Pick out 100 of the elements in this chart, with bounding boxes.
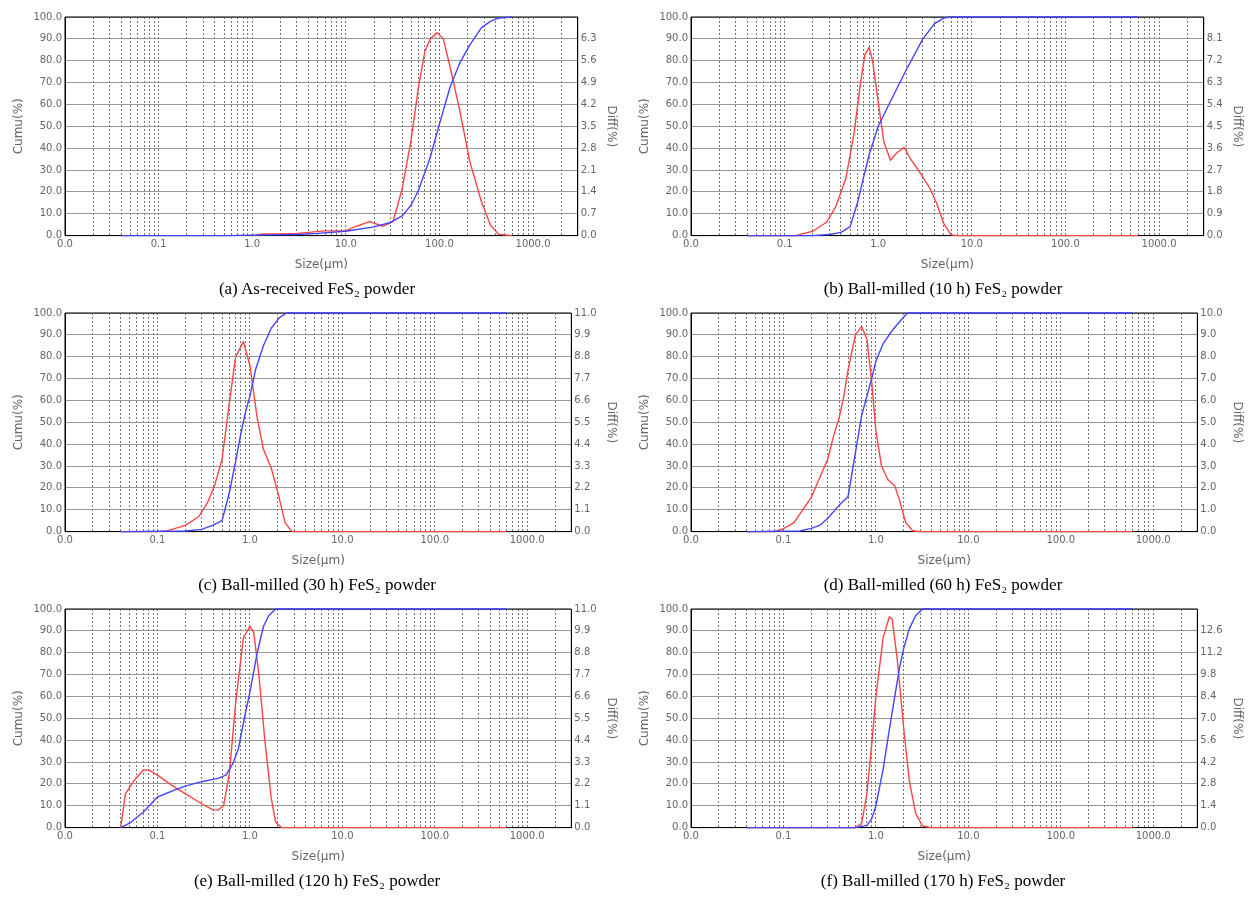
y2-tick-label: 1.4 <box>580 185 597 197</box>
x-tick-label: 0.0 <box>57 534 73 546</box>
y-tick-label: 60.0 <box>39 98 63 110</box>
y2-axis-title: Diff(%) <box>604 401 619 444</box>
y-tick-label: 0.0 <box>46 525 63 537</box>
y2-tick-label: 6.0 <box>1200 394 1217 406</box>
x-tick-label: 1.0 <box>244 238 261 250</box>
y-tick-label: 80.0 <box>39 350 63 362</box>
text: (d) Ball-milled (60 h) FeS₂ powder <box>823 574 1063 596</box>
y-tick-label: 20.0 <box>665 185 689 197</box>
x-tick-label: 1.0 <box>241 534 258 546</box>
y2-tick-label: 1.0 <box>1200 503 1217 515</box>
x-tick-label: 10.0 <box>334 238 357 250</box>
x-tick-label: 0.1 <box>149 830 166 842</box>
y2-tick-label: 0.0 <box>1206 229 1223 241</box>
y2-tick-label: 9.9 <box>574 328 591 340</box>
y-tick-label: 10.0 <box>665 207 689 219</box>
x-tick-label: 0.1 <box>149 534 166 546</box>
y2-tick-label: 8.1 <box>1206 32 1223 44</box>
x-tick-label: 0.0 <box>683 534 699 546</box>
y2-axis-title: Diff(%) <box>604 697 619 740</box>
x-tick-label: 1.0 <box>241 830 258 842</box>
y-tick-label: 10.0 <box>665 799 689 811</box>
y-tick-label: 90.0 <box>665 32 689 44</box>
y-tick-label: 60.0 <box>39 690 63 702</box>
y-tick-label: 40.0 <box>39 437 63 449</box>
y2-tick-label: 1.8 <box>1206 185 1223 197</box>
y2-tick-label: 4.4 <box>574 733 591 745</box>
x-tick-label: 1000.0 <box>509 534 545 546</box>
y-tick-label: 70.0 <box>39 76 63 88</box>
x-tick-label: 1.0 <box>867 534 884 546</box>
y-tick-label: 10.0 <box>665 503 689 515</box>
y-tick-label: 0.0 <box>672 229 689 241</box>
y-tick-label: 50.0 <box>39 415 63 427</box>
y-tick-label: 70.0 <box>39 372 63 384</box>
x-tick-label: 0.0 <box>57 830 73 842</box>
y-tick-label: 80.0 <box>665 350 689 362</box>
y2-tick-label: 1.1 <box>574 503 591 515</box>
y2-tick-label: 7.0 <box>1200 711 1217 723</box>
y2-tick-label: 11.2 <box>1200 646 1223 658</box>
x-axis-title: Size(μm) <box>291 848 345 863</box>
y2-tick-label: 0.0 <box>574 525 591 537</box>
x-tick-label: 0.1 <box>150 238 167 250</box>
x-tick-label: 0.1 <box>775 830 792 842</box>
y-tick-label: 0.0 <box>46 229 63 241</box>
y2-tick-label: 11.0 <box>574 602 597 614</box>
y2-tick-label: 0.0 <box>580 229 597 241</box>
y2-tick-label: 4.0 <box>1200 437 1217 449</box>
y2-tick-label: 4.9 <box>580 76 597 88</box>
y2-tick-label: 5.6 <box>580 54 597 66</box>
y2-tick-label: 5.5 <box>574 415 591 427</box>
y-tick-label: 20.0 <box>39 185 63 197</box>
y-tick-label: 60.0 <box>665 690 689 702</box>
y-tick-label: 10.0 <box>39 207 63 219</box>
y-tick-label: 40.0 <box>665 141 689 153</box>
y-tick-label: 80.0 <box>665 54 689 66</box>
y-tick-label: 70.0 <box>665 372 689 384</box>
y-tick-label: 70.0 <box>665 76 689 88</box>
y-tick-label: 30.0 <box>665 459 689 471</box>
y-tick-label: 70.0 <box>39 668 63 680</box>
y-tick-label: 50.0 <box>665 711 689 723</box>
y2-axis-title: Diff(%) <box>604 105 619 148</box>
y2-axis-title: Diff(%) <box>1230 105 1245 148</box>
y2-tick-label: 3.3 <box>574 459 591 471</box>
y2-tick-label: 4.2 <box>580 98 597 110</box>
x-tick-label: 1000.0 <box>1135 830 1171 842</box>
y2-tick-label: 5.0 <box>1200 415 1217 427</box>
y-tick-label: 0.0 <box>672 821 689 833</box>
y2-tick-label: 3.5 <box>580 119 597 131</box>
x-tick-label: 100.0 <box>420 534 450 546</box>
y2-tick-label: 2.0 <box>1200 481 1217 493</box>
x-tick-label: 0.0 <box>683 830 699 842</box>
y2-tick-label: 3.6 <box>1206 141 1223 153</box>
y2-tick-label: 5.6 <box>1200 733 1217 745</box>
y-tick-label: 50.0 <box>665 119 689 131</box>
text: (b) Ball-milled (10 h) FeS₂ powder <box>823 278 1063 300</box>
y2-tick-label: 2.7 <box>1206 163 1223 175</box>
y2-tick-label: 1.1 <box>574 799 591 811</box>
y2-tick-label: 10.0 <box>1200 306 1223 318</box>
y-tick-label: 60.0 <box>665 98 689 110</box>
y-tick-label: 50.0 <box>665 415 689 427</box>
y-tick-label: 20.0 <box>665 777 689 789</box>
x-axis-title: Size(μm) <box>920 256 975 271</box>
y-tick-label: 60.0 <box>39 394 63 406</box>
y2-tick-label: 6.3 <box>1206 76 1223 88</box>
y-tick-label: 30.0 <box>665 755 689 767</box>
x-tick-label: 1.0 <box>870 238 887 250</box>
y2-tick-label: 6.6 <box>574 690 591 702</box>
y2-axis-title: Diff(%) <box>1230 697 1245 740</box>
text: (a) As-received FeS₂ powder <box>218 278 416 300</box>
y-tick-label: 20.0 <box>39 777 63 789</box>
y2-tick-label: 3.3 <box>574 755 591 767</box>
x-tick-label: 1.0 <box>867 830 884 842</box>
text: (f) Ball-milled (170 h) FeS₂ powder <box>820 870 1066 892</box>
y-tick-label: 30.0 <box>39 163 63 175</box>
x-tick-label: 10.0 <box>960 238 983 250</box>
x-tick-label: 100.0 <box>425 238 454 250</box>
y-tick-label: 20.0 <box>39 481 63 493</box>
y-axis-title: Cumu(%) <box>11 98 26 155</box>
x-tick-label: 100.0 <box>420 830 450 842</box>
